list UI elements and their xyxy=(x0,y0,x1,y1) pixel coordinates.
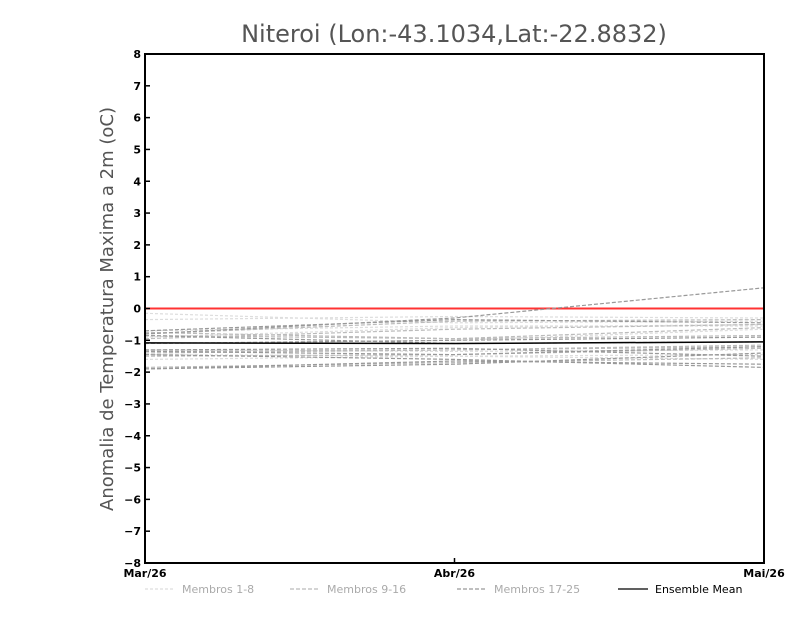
y-tick-label: 1 xyxy=(133,271,141,284)
member-line-1-6 xyxy=(144,355,765,360)
y-tick-label: −3 xyxy=(124,398,141,411)
y-tick-label: −8 xyxy=(124,557,141,570)
y-tick-label: −2 xyxy=(124,366,141,379)
y-axis-label: Anomalia de Temperatura Maxima a 2m (oC) xyxy=(97,107,118,511)
y-tick-label: −4 xyxy=(124,430,141,443)
x-tick-label: Abr/26 xyxy=(434,567,475,580)
series-layer xyxy=(144,287,765,370)
y-tick-label: −1 xyxy=(124,334,141,347)
chart-title: Niteroi (Lon:-43.1034,Lat:-22.8832) xyxy=(241,20,667,48)
legend-label: Membros 9-16 xyxy=(327,583,406,596)
y-tick-label: 0 xyxy=(133,303,141,316)
member-line-3-4 xyxy=(144,347,765,357)
y-tick-label: 4 xyxy=(133,175,141,188)
member-line-3-3 xyxy=(144,352,765,370)
y-tick-label: −5 xyxy=(124,462,141,475)
member-line-1-8 xyxy=(144,315,765,321)
ensemble-mean-line xyxy=(144,341,765,345)
member-line-3-7 xyxy=(144,318,765,332)
y-tick-label: 3 xyxy=(133,207,141,220)
legend-item-4: Ensemble Mean xyxy=(618,583,742,596)
legend-item-2: Membros 9-16 xyxy=(290,583,406,596)
member-line-3-5 xyxy=(144,354,765,368)
y-tick-label: −7 xyxy=(124,525,141,538)
member-line-1-7 xyxy=(144,328,765,345)
member-line-2-8 xyxy=(144,323,765,340)
y-tick-label: 7 xyxy=(133,80,141,93)
ensemble-mean-layer xyxy=(144,341,765,345)
x-tick-label: Mai/26 xyxy=(743,567,785,580)
legend-item-1: Membros 1-8 xyxy=(145,583,254,596)
legend-label: Ensemble Mean xyxy=(655,583,742,596)
legend-label: Membros 1-8 xyxy=(182,583,254,596)
series-group-3 xyxy=(144,287,765,370)
legend: Membros 1-8 Membros 9-16 Membros 17-25 Ense… xyxy=(145,583,742,596)
y-tick-label: 6 xyxy=(133,112,141,125)
x-tick-label: Mar/26 xyxy=(123,567,166,580)
member-line-2-1 xyxy=(144,319,765,335)
legend-item-3: Membros 17-25 xyxy=(457,583,580,596)
y-tick-label: −6 xyxy=(124,493,141,506)
y-tick-label: 5 xyxy=(133,143,141,156)
member-line-3-8 xyxy=(144,360,765,370)
legend-label: Membros 17-25 xyxy=(494,583,580,596)
y-tick-label: 8 xyxy=(133,48,141,61)
member-line-1-5 xyxy=(144,354,765,357)
member-line-3-1 xyxy=(144,287,765,335)
member-line-2-6 xyxy=(144,334,765,340)
member-line-1-4 xyxy=(144,349,765,353)
member-line-3-9 xyxy=(144,346,765,356)
y-tick-label: 2 xyxy=(133,239,141,252)
